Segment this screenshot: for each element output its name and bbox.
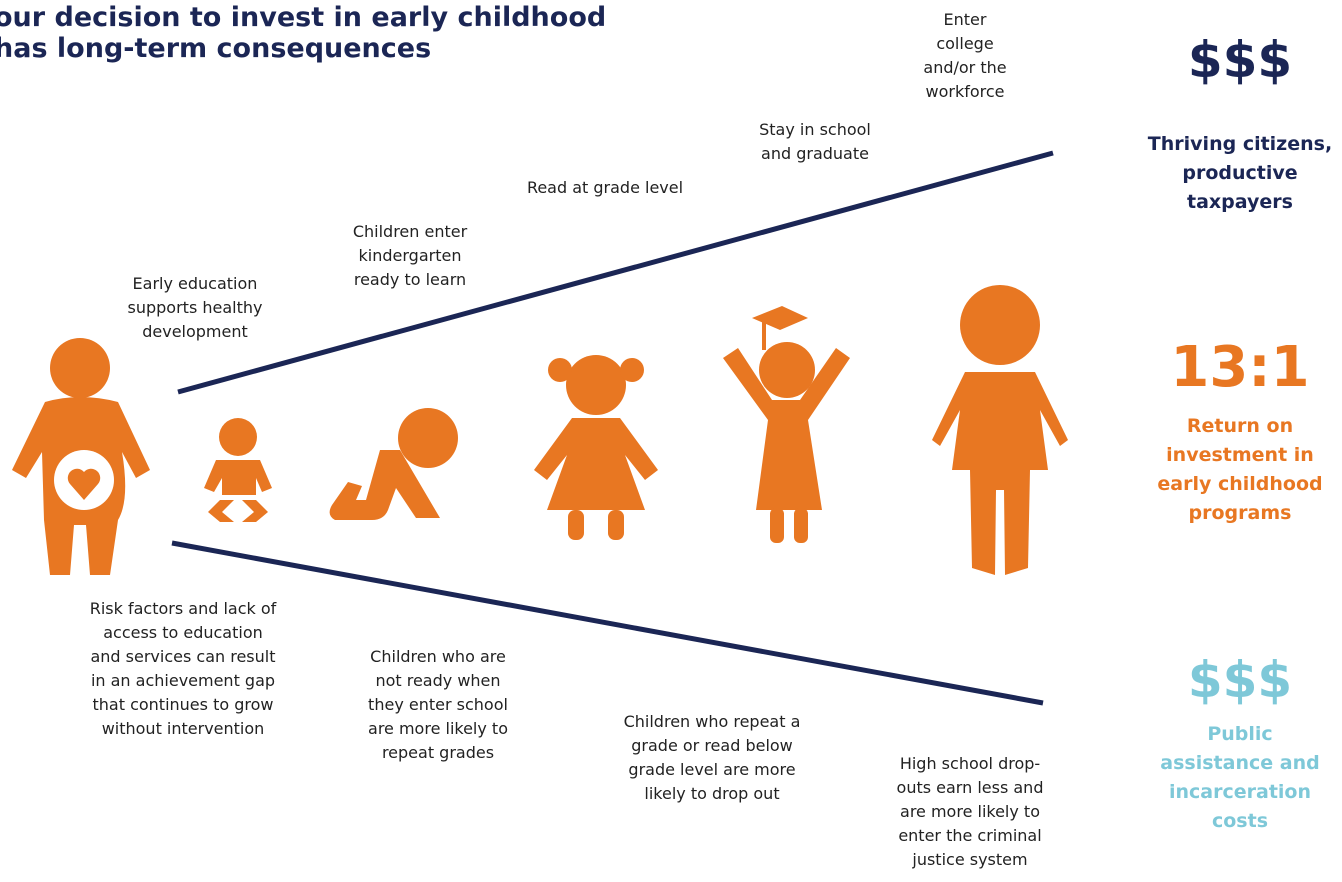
label-line: Stay in school — [759, 118, 871, 142]
label-line: Children who are — [368, 645, 508, 669]
outcome-line: Return on — [1157, 412, 1322, 441]
page: our decision to invest in early childhoo… — [0, 0, 1342, 882]
label-line: development — [128, 320, 263, 344]
outcome-line: investment in — [1157, 441, 1322, 470]
upper-label: Read at grade level — [527, 176, 683, 200]
outcome-line: taxpayers — [1148, 188, 1332, 217]
label-line: not ready when — [368, 669, 508, 693]
label-line: are more likely to — [368, 717, 508, 741]
label-line: Children enter — [353, 220, 467, 244]
label-line: supports healthy — [128, 296, 263, 320]
label-line: Enter — [923, 8, 1006, 32]
outcome-line: Thriving citizens, — [1148, 130, 1332, 159]
label-line: workforce — [923, 80, 1006, 104]
label-line: they enter school — [368, 693, 508, 717]
label-line: ready to learn — [353, 268, 467, 292]
label-line: justice system — [897, 848, 1044, 872]
label-line: grade level are more — [624, 758, 801, 782]
label-line: High school drop- — [897, 752, 1044, 776]
outcome-line: Public — [1160, 720, 1319, 749]
label-line: without intervention — [90, 717, 277, 741]
label-line: college — [923, 32, 1006, 56]
outcome-line: incarceration — [1160, 778, 1319, 807]
outcome-line: programs — [1157, 499, 1322, 528]
label-line: in an achievement gap — [90, 669, 277, 693]
outcome-line: productive — [1148, 159, 1332, 188]
label-line: Risk factors and lack of — [90, 597, 277, 621]
label-line: grade or read below — [624, 734, 801, 758]
outcome-line: assistance and — [1160, 749, 1319, 778]
label-line: repeat grades — [368, 741, 508, 765]
outcome-figure: 13:1 — [1170, 338, 1309, 398]
label-line: and graduate — [759, 142, 871, 166]
title: our decision to invest in early childhoo… — [0, 2, 606, 64]
label-line: Read at grade level — [527, 176, 683, 200]
label-line: likely to drop out — [624, 782, 801, 806]
label-line: access to education — [90, 621, 277, 645]
lower-trend-line — [172, 543, 1043, 703]
outcome-figure: $$$ — [1188, 650, 1292, 710]
label-line: enter the criminal — [897, 824, 1044, 848]
label-line: are more likely to — [897, 800, 1044, 824]
label-line: and services can result — [90, 645, 277, 669]
label-line: that continues to grow — [90, 693, 277, 717]
outcome-figure: $$$ — [1188, 30, 1292, 90]
title-line: has long-term consequences — [0, 33, 606, 64]
label-line: and/or the — [923, 56, 1006, 80]
label-line: Children who repeat a — [624, 710, 801, 734]
label-line: outs earn less and — [897, 776, 1044, 800]
label-line: kindergarten — [353, 244, 467, 268]
title-line: our decision to invest in early childhoo… — [0, 2, 606, 33]
label-line: Early education — [128, 272, 263, 296]
outcome-line: early childhood — [1157, 470, 1322, 499]
outcome-line: costs — [1160, 807, 1319, 836]
